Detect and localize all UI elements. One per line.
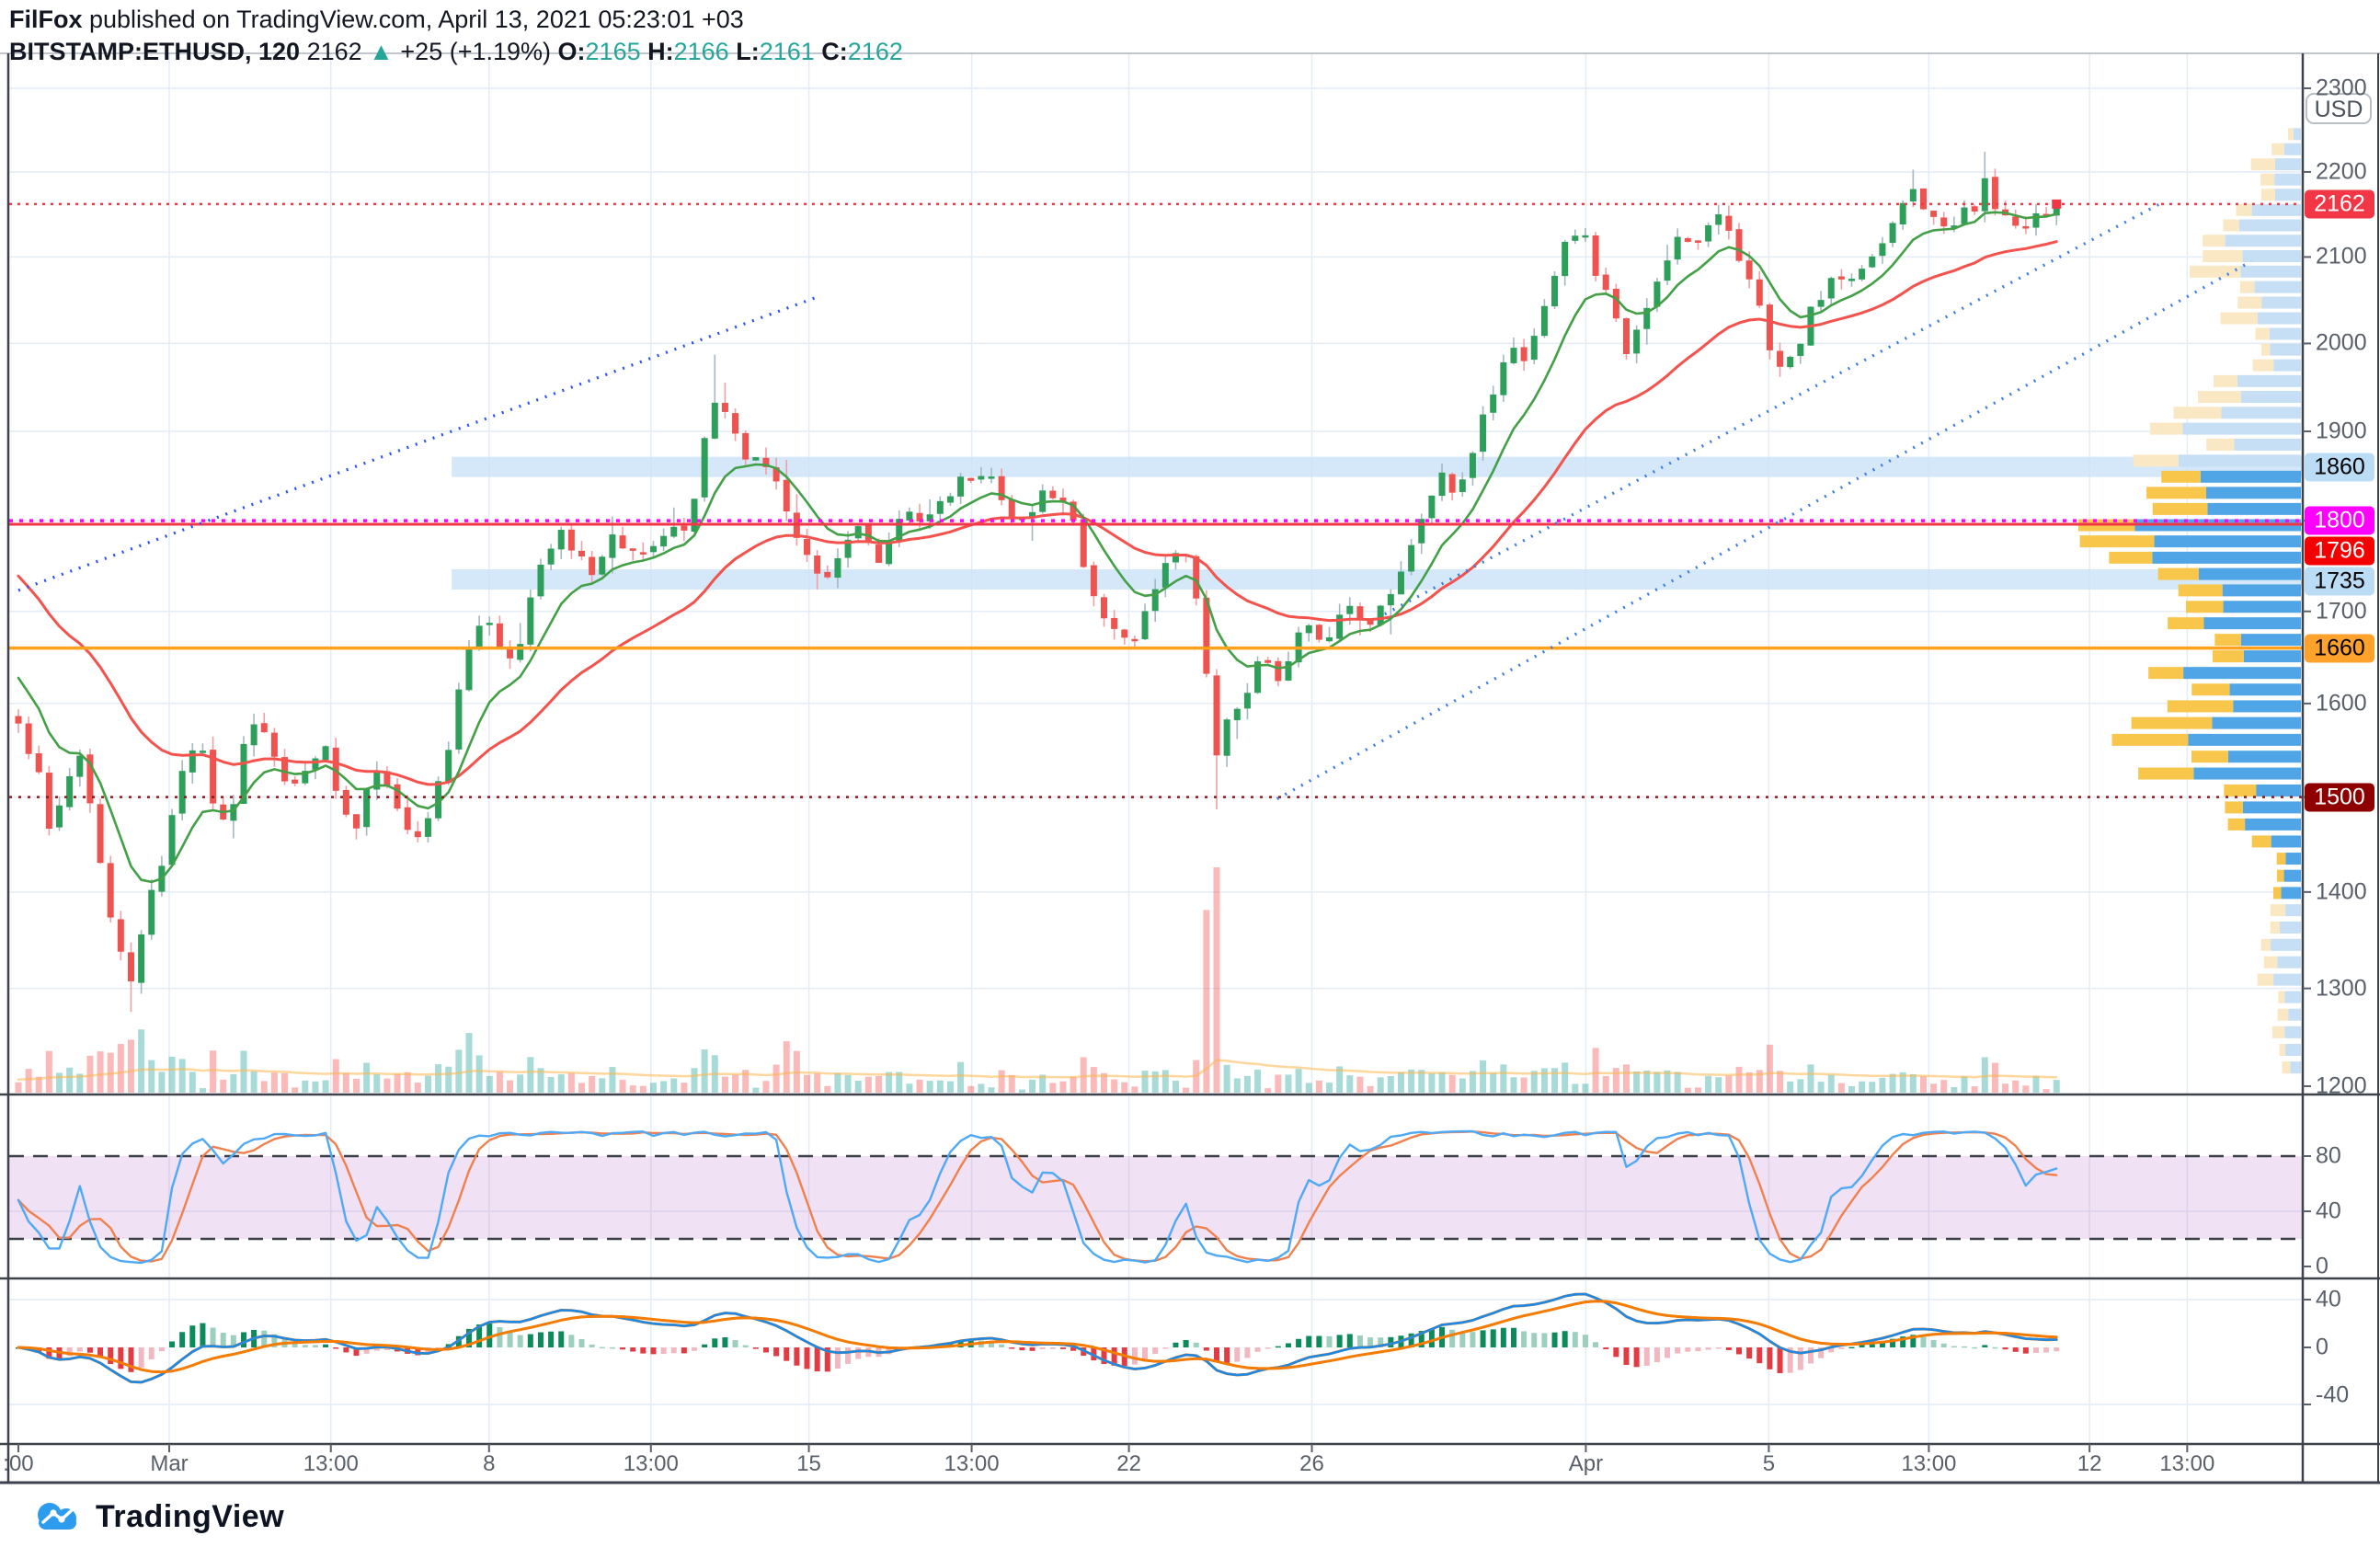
price-tick-1900: 1900 <box>2316 418 2367 444</box>
time-tick-Mar: Mar <box>150 1451 189 1476</box>
time-tick-22: 22 <box>1116 1451 1141 1476</box>
time-tick-12: 12 <box>2077 1451 2102 1476</box>
up-arrow-icon: ▲ <box>369 38 394 65</box>
time-tick-26: 26 <box>1299 1451 1324 1476</box>
price-label-2162: 2162 <box>2305 189 2374 219</box>
time-tick-1300: 13:00 <box>944 1451 1000 1476</box>
price-label-1860: 1860 <box>2305 453 2374 482</box>
time-tick-1300: 13:00 <box>2159 1451 2215 1476</box>
price-label-1796: 1796 <box>2305 536 2374 566</box>
time-tick-00: :00 <box>3 1451 34 1476</box>
time-tick-1300: 13:00 <box>303 1451 359 1476</box>
tradingview-logo-text[interactable]: TradingView <box>96 1498 285 1534</box>
price-tick-2300: 2300 <box>2316 74 2367 101</box>
low-label: L: <box>736 38 760 65</box>
stoch-tick-40: 40 <box>2316 1197 2341 1224</box>
low-value: 2161 <box>759 38 815 65</box>
close-label: C: <box>821 38 848 65</box>
time-tick-1300: 13:00 <box>1901 1451 1957 1476</box>
time-tick-1300: 13:00 <box>623 1451 679 1476</box>
time-tick-Apr: Apr <box>1568 1451 1604 1476</box>
symbol-title: BITSTAMP:ETHUSD, 120 <box>9 38 301 65</box>
price-tick-1200: 1200 <box>2316 1072 2367 1099</box>
price-label-1660: 1660 <box>2305 634 2374 663</box>
macd-tick--40: -40 <box>2316 1381 2350 1408</box>
change-text: +25 (+1.19%) <box>400 38 552 65</box>
price-label-1800: 1800 <box>2305 506 2374 535</box>
price-tick-1300: 1300 <box>2316 975 2367 1002</box>
close-value: 2162 <box>847 38 903 65</box>
footer: TradingView <box>31 1497 284 1536</box>
last-price: 2162 <box>306 38 362 65</box>
open-label: O: <box>557 38 586 65</box>
price-label-1735: 1735 <box>2305 567 2374 596</box>
price-tick-2000: 2000 <box>2316 329 2367 356</box>
stoch-tick-80: 80 <box>2316 1142 2341 1169</box>
byline: FilFox published on TradingView.com, Apr… <box>9 6 744 34</box>
price-tick-2100: 2100 <box>2316 243 2367 269</box>
currency-unit-button[interactable]: USD <box>2306 93 2372 124</box>
symbol-header: BITSTAMP:ETHUSD, 120 2162 ▲ +25 (+1.19%)… <box>9 38 903 66</box>
open-value: 2165 <box>585 38 641 65</box>
price-tick-1600: 1600 <box>2316 690 2367 716</box>
price-tick-1400: 1400 <box>2316 878 2367 905</box>
time-tick-8: 8 <box>483 1451 496 1476</box>
macd-tick-0: 0 <box>2316 1334 2329 1360</box>
stoch-tick-0: 0 <box>2316 1253 2329 1279</box>
macd-tick-40: 40 <box>2316 1286 2341 1312</box>
price-label-1500: 1500 <box>2305 783 2374 812</box>
time-tick-15: 15 <box>796 1451 821 1476</box>
time-tick-5: 5 <box>1762 1451 1776 1476</box>
price-tick-1700: 1700 <box>2316 598 2367 625</box>
byline-author: FilFox <box>9 6 83 33</box>
high-value: 2166 <box>673 38 729 65</box>
high-label: H: <box>647 38 674 65</box>
byline-rest: published on TradingView.com, April 13, … <box>82 6 744 33</box>
price-tick-2200: 2200 <box>2316 158 2367 185</box>
tradingview-logo-icon[interactable] <box>31 1497 83 1536</box>
